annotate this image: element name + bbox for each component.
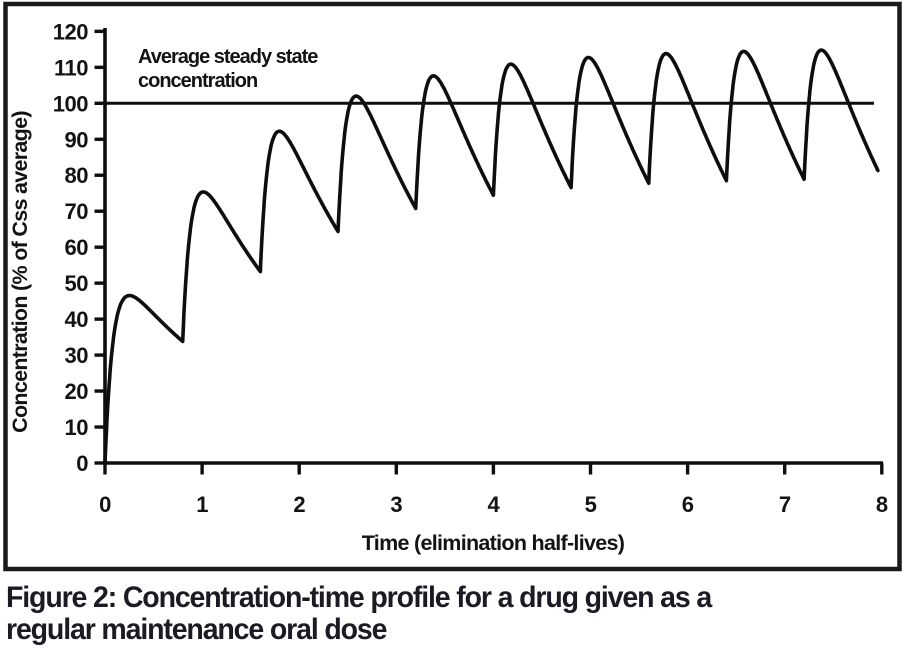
x-tick-label: 7 [779,492,791,517]
caption-line-2: regular maintenance oral dose [6,613,387,646]
figure-caption: Figure 2: Concentration-time profile for… [6,582,861,646]
x-tick-label: 3 [390,492,402,517]
y-tick-label: 50 [65,271,89,296]
y-tick-label: 10 [65,415,89,440]
y-tick-label: 90 [65,127,89,152]
x-tick-label: 4 [488,492,501,517]
y-tick-label: 70 [65,199,89,224]
y-tick-label: 60 [65,235,89,260]
concentration-curve [103,48,880,465]
y-tick-label: 80 [65,163,89,188]
y-axis-label: Concentration (% of Css average) [8,111,32,433]
x-tick-label: 0 [99,492,111,517]
x-axis-label: Time (elimination half-lives) [362,531,625,555]
y-tick-label: 40 [65,307,89,332]
x-tick-label: 8 [876,492,888,517]
y-tick-label: 110 [54,55,88,80]
x-tick-label: 6 [682,492,694,517]
y-axis-ticks: 0 10 20 30 40 50 60 70 80 90 100 110 120 [53,19,106,476]
x-axis-ticks: 0 1 2 3 4 5 6 7 8 [99,463,888,517]
y-tick-label: 0 [76,451,88,476]
caption-line-1: Figure 2: Concentration-time profile for… [6,581,712,614]
x-tick-label: 5 [585,492,597,517]
y-tick-label: 100 [53,91,88,116]
x-tick-label: 2 [293,492,305,517]
steady-state-annotation-line2: concentration [138,70,257,92]
y-tick-label: 30 [65,343,89,368]
steady-state-annotation-line1: Average steady state [138,46,318,68]
y-tick-label: 20 [65,379,89,404]
x-tick-label: 1 [196,492,208,517]
figure-border [3,1,902,572]
y-tick-label: 120 [53,19,88,44]
